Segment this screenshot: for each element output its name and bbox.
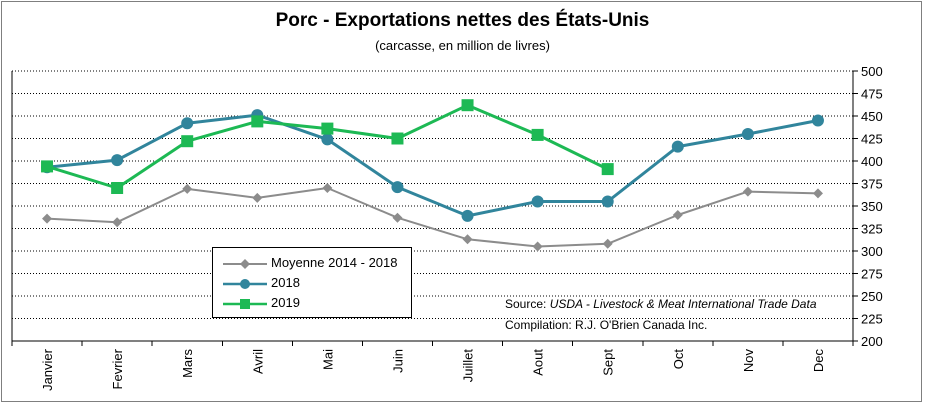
data-point bbox=[812, 188, 823, 199]
x-tick-label: Mars bbox=[180, 349, 195, 378]
x-tick-label: Aout bbox=[531, 349, 546, 376]
data-point bbox=[252, 192, 263, 203]
y-tick-label: 350 bbox=[861, 199, 883, 214]
data-point bbox=[462, 234, 473, 245]
x-tick-label: Juillet bbox=[461, 349, 476, 383]
y-tick-label: 400 bbox=[861, 154, 883, 169]
chart-title: Porc - Exportations nettes des États-Uni… bbox=[275, 10, 650, 31]
data-point bbox=[111, 182, 124, 194]
data-point bbox=[531, 128, 544, 141]
legend-swatch-moyenne bbox=[223, 259, 267, 269]
data-point bbox=[112, 217, 123, 228]
data-point bbox=[601, 163, 614, 176]
x-tick-label: Dec bbox=[811, 349, 826, 373]
data-point bbox=[461, 99, 474, 112]
data-point bbox=[392, 212, 403, 223]
data-point bbox=[42, 213, 53, 224]
source-note: Source: USDA - Livestock & Meat Internat… bbox=[505, 297, 817, 311]
data-point bbox=[321, 122, 334, 135]
data-point bbox=[322, 183, 333, 193]
source-prefix: Source: bbox=[505, 297, 550, 311]
data-point bbox=[181, 135, 194, 148]
legend-item-2019: 2019 bbox=[223, 294, 408, 314]
data-point bbox=[251, 115, 264, 128]
data-point bbox=[182, 183, 193, 194]
legend-item-2018: 2018 bbox=[223, 274, 408, 294]
y-tick-label: 250 bbox=[861, 289, 883, 304]
legend-label-2019: 2019 bbox=[271, 295, 300, 310]
y-tick-label: 200 bbox=[861, 334, 883, 349]
series-line bbox=[46, 113, 819, 218]
legend-item-moyenne: Moyenne 2014 - 2018 bbox=[223, 254, 408, 274]
data-point bbox=[741, 128, 754, 140]
data-point bbox=[391, 181, 404, 194]
data-point bbox=[672, 210, 683, 220]
data-point bbox=[41, 160, 54, 173]
series-line bbox=[46, 103, 609, 190]
y-tick-label: 475 bbox=[861, 87, 883, 102]
data-point bbox=[742, 186, 753, 197]
x-tick-label: Avril bbox=[250, 349, 265, 374]
data-point bbox=[321, 133, 334, 146]
y-tick-label: 325 bbox=[861, 222, 883, 237]
x-tick-label: Nov bbox=[741, 349, 756, 373]
data-point bbox=[461, 209, 474, 222]
data-point bbox=[532, 241, 543, 252]
data-point bbox=[601, 195, 614, 208]
y-tick-label: 425 bbox=[861, 132, 883, 147]
y-tick-label: 225 bbox=[861, 312, 883, 327]
data-point bbox=[811, 114, 824, 127]
y-tick-label: 275 bbox=[861, 267, 883, 282]
series-line bbox=[46, 187, 818, 248]
y-tick-label: 500 bbox=[861, 64, 883, 79]
legend: Moyenne 2014 - 2018 2018 2019 bbox=[212, 247, 412, 318]
x-tick-label: Mai bbox=[320, 349, 335, 370]
y-tick-label: 300 bbox=[861, 244, 883, 259]
legend-label-moyenne: Moyenne 2014 - 2018 bbox=[271, 255, 398, 270]
data-point bbox=[531, 195, 544, 208]
data-point bbox=[181, 117, 194, 130]
legend-swatch-2019 bbox=[223, 299, 267, 309]
x-tick-label: Oct bbox=[671, 349, 686, 370]
legend-label-2018: 2018 bbox=[271, 275, 300, 290]
x-tick-label: Juin bbox=[390, 349, 405, 373]
data-point bbox=[602, 238, 613, 249]
source-text: USDA - Livestock & Meat International Tr… bbox=[549, 297, 817, 311]
x-tick-label: Fevrier bbox=[110, 348, 125, 389]
y-tick-label: 375 bbox=[861, 177, 883, 192]
compilation-note: Compilation: R.J. O'Brien Canada Inc. bbox=[505, 318, 708, 332]
chart-subtitle: (carcasse, en million de livres) bbox=[375, 38, 550, 53]
data-point bbox=[111, 154, 124, 167]
legend-swatch-2018 bbox=[223, 279, 267, 289]
x-tick-label: Janvier bbox=[40, 348, 55, 391]
y-tick-label: 450 bbox=[861, 109, 883, 124]
x-tick-label: Sept bbox=[601, 349, 616, 376]
data-point bbox=[391, 132, 404, 145]
data-point bbox=[671, 140, 684, 153]
